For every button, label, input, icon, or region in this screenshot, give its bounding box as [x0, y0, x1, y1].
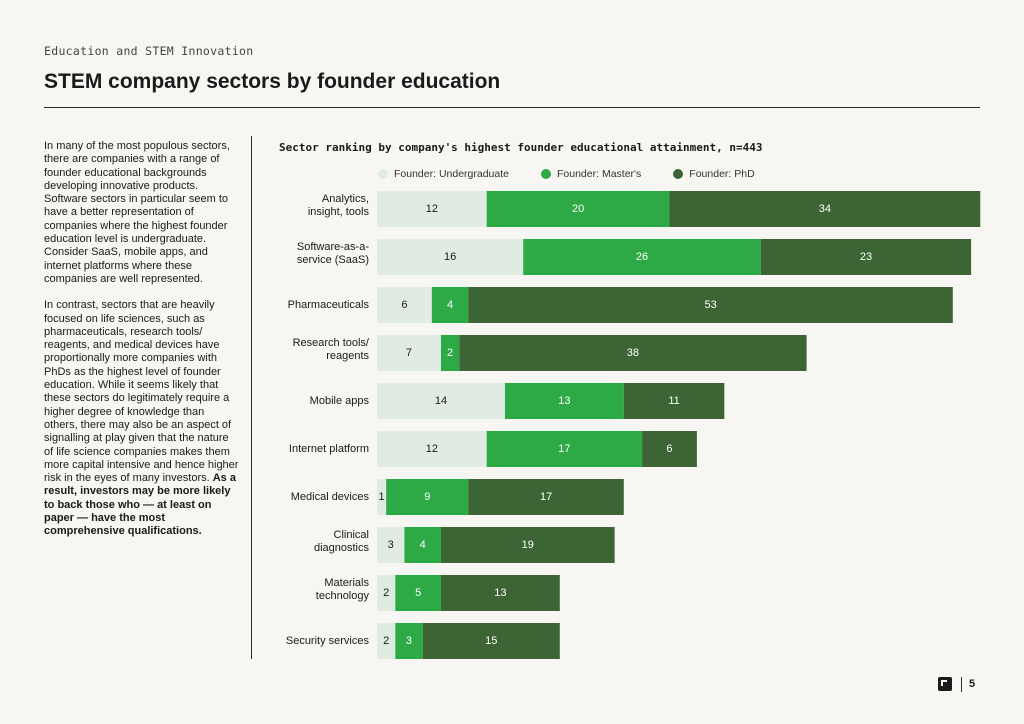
- category-label: Security services: [286, 635, 370, 647]
- bar-value-label: 4: [447, 299, 453, 311]
- bar-value-label: 34: [819, 203, 831, 215]
- bar-segment: [760, 239, 972, 275]
- bar-value-label: 2: [447, 347, 453, 359]
- bar-segment: [440, 335, 460, 371]
- bar-segment: [395, 575, 441, 611]
- bar-segment: [459, 335, 807, 371]
- bar-segment: [377, 335, 441, 371]
- bar-value-label: 2: [383, 587, 389, 599]
- category-label: Internet platform: [289, 443, 369, 455]
- bar-value-label: 13: [558, 395, 570, 407]
- category-label: Analytics, insight, tools: [308, 193, 370, 218]
- bar-value-label: 15: [485, 635, 497, 647]
- bar-value-label: 6: [666, 443, 672, 455]
- bar-value-label: 1: [379, 491, 385, 503]
- bar-value-label: 53: [704, 299, 716, 311]
- legend-item-masters: Founder: Master's: [541, 168, 641, 180]
- bar-segment: [504, 383, 624, 419]
- category-label: Clinical diagnostics: [314, 529, 370, 554]
- body-text: In many of the most populous sectors, th…: [44, 140, 240, 552]
- category-label: Pharmaceuticals: [288, 299, 370, 311]
- bar-segment: [404, 527, 441, 563]
- category-label: Mobile apps: [310, 395, 370, 407]
- body-paragraph-2: In contrast, sectors that are heavily fo…: [44, 299, 240, 538]
- bar-segment: [669, 191, 981, 227]
- bar-segment: [440, 575, 560, 611]
- bar-value-label: 17: [540, 491, 552, 503]
- category-label: Medical devices: [291, 491, 370, 503]
- bar-segment: [486, 191, 670, 227]
- legend-swatch-phd: [673, 169, 684, 179]
- column-divider: [251, 136, 252, 659]
- bar-value-label: 4: [420, 539, 426, 551]
- bar-segment: [523, 239, 761, 275]
- bar-value-label: 5: [415, 587, 421, 599]
- bar-value-label: 16: [444, 251, 456, 263]
- legend-label-undergraduate: Founder: Undergraduate: [394, 168, 509, 180]
- category-label: Software-as-a-service (SaaS): [297, 241, 369, 266]
- bar-segment: [377, 191, 487, 227]
- bar-value-label: 19: [522, 539, 534, 551]
- bar-value-label: 3: [388, 539, 394, 551]
- chart-title: Sector ranking by company's highest foun…: [279, 141, 763, 154]
- bar-value-label: 3: [406, 635, 412, 647]
- bar-value-label: 20: [572, 203, 584, 215]
- bar-segment: [486, 431, 643, 467]
- legend-label-masters: Founder: Master's: [557, 168, 642, 180]
- stacked-bar-chart: Analytics, insight, tools 12 20 34Software-a…: [286, 191, 981, 659]
- legend-item-undergraduate: Founder: Undergraduate: [378, 168, 509, 180]
- bar-segment: [377, 239, 524, 275]
- bar-segment: [422, 623, 560, 659]
- page-title: STEM company sectors by founder educatio…: [44, 70, 501, 93]
- bar-value-label: 12: [426, 203, 438, 215]
- bar-segment: [377, 527, 405, 563]
- footer-divider: [961, 677, 962, 692]
- bar-segment: [431, 287, 469, 323]
- bar-segment: [468, 287, 953, 323]
- bar-value-label: 13: [494, 587, 506, 599]
- bar-segment: [377, 287, 432, 323]
- legend-swatch-undergraduate: [378, 169, 388, 179]
- bar-segment: [377, 623, 396, 659]
- bar-segment: [395, 623, 423, 659]
- bar-segment: [377, 431, 487, 467]
- body-paragraph-2-text: In contrast, sectors that are heavily fo…: [44, 299, 239, 485]
- category-label: Research tools/reagents: [293, 337, 370, 362]
- bar-segment: [642, 431, 697, 467]
- bar-segment: [623, 383, 725, 419]
- header-divider: [44, 107, 980, 108]
- bar-value-label: 14: [435, 395, 447, 407]
- bar-value-label: 2: [383, 635, 389, 647]
- body-paragraph-2-emphasis: As a result, investors may be more likel…: [44, 472, 236, 538]
- bar-value-label: 38: [627, 347, 639, 359]
- section-eyebrow: Education and STEM Innovation: [44, 44, 254, 58]
- bar-segment: [386, 479, 469, 515]
- brand-logo-icon: [938, 677, 952, 691]
- legend-swatch-masters: [541, 169, 551, 179]
- category-label: Materials technology: [316, 577, 370, 602]
- body-paragraph-1: In many of the most populous sectors, th…: [44, 140, 230, 285]
- bar-value-label: 23: [860, 251, 872, 263]
- bar-value-label: 7: [406, 347, 412, 359]
- bar-segment: [440, 527, 615, 563]
- legend-label-phd: Founder: PhD: [689, 168, 755, 180]
- bar-segment: [377, 479, 387, 515]
- legend-item-phd: Founder: PhD: [673, 168, 755, 180]
- bar-segment: [377, 383, 505, 419]
- bar-value-label: 11: [668, 395, 679, 407]
- bar-value-label: 26: [636, 251, 648, 263]
- bar-value-label: 12: [426, 443, 438, 455]
- bar-segment: [468, 479, 624, 515]
- page-number: 5: [969, 678, 976, 690]
- bar-value-label: 9: [424, 491, 430, 503]
- bar-segment: [377, 575, 396, 611]
- chart-legend: Founder: Undergraduate Founder: Master's…: [378, 167, 787, 181]
- bar-value-label: 17: [558, 443, 570, 455]
- bar-value-label: 6: [401, 299, 407, 311]
